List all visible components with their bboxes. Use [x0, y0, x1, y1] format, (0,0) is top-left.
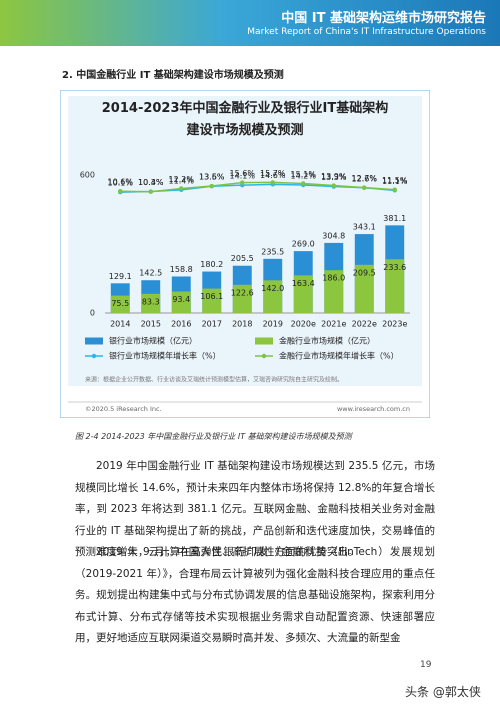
page-number: 19 [420, 660, 432, 670]
legend-label: 银行业市场规模年增长率（%） [109, 351, 221, 361]
bar [110, 295, 130, 313]
bar [293, 275, 313, 313]
chart: 2014-2023年中国金融行业及银行业IT基础架构建设市场规模及预测 0 600 2… [60, 90, 430, 418]
caption: 图 2-4 2014-2023 年中国金融行业及银行业 IT 基础架构建设市场规… [75, 432, 352, 441]
website: www.iresearch.com.cn [337, 405, 410, 413]
data-label: 75.5 [111, 299, 129, 308]
data-label: 142.0 [261, 284, 284, 293]
point [270, 180, 275, 185]
data-label: 381.1 [383, 214, 406, 223]
x-tick-label: 2019 [263, 320, 283, 329]
data-label: 304.8 [322, 231, 345, 240]
data-label: 13.9% [321, 172, 347, 181]
point [331, 183, 336, 188]
y-tick-label: 600 [80, 171, 95, 180]
data-label: 158.8 [170, 265, 193, 274]
x-tick-label: 2022e [352, 320, 377, 329]
legend-label: 金融行业市场规模年增长率（%） [279, 351, 399, 361]
data-label: 12.7% [352, 174, 378, 183]
source-note: 来源：根据企业公开数据、行业访谈及艾瑞统计预测模型估算，艾瑞咨询研究院自主研究及… [85, 376, 343, 384]
bar [141, 293, 161, 313]
line [120, 181, 395, 193]
bar [232, 284, 252, 313]
header-title: 中国 IT 基础架构运维市场研究报告 [281, 11, 486, 26]
data-label: 83.3 [142, 297, 160, 306]
data-label: 14.2% [291, 172, 317, 181]
data-label: 14.6% [260, 171, 286, 180]
bar [171, 291, 191, 313]
data-label: 13.3% [321, 173, 347, 182]
data-label: 233.6 [383, 263, 406, 272]
paragraph: 2019 年中国金融行业 IT 基础架构建设市场规模达到 235.5 亿元，市场… [75, 460, 435, 558]
data-label: 14.1% [230, 172, 256, 181]
x-tick-label: 2016 [171, 320, 191, 329]
data-label: 11.4% [169, 176, 195, 185]
data-label: 12.2% [169, 175, 195, 184]
data-label: 106.1 [200, 292, 223, 301]
point [301, 181, 306, 186]
point [118, 189, 123, 194]
legend-swatch [261, 353, 267, 359]
data-label: 13.6% [199, 173, 225, 182]
data-label: 10.6% [108, 178, 134, 187]
section-title: 2. 中国金融行业 IT 基础架构建设市场规模及预测 [62, 70, 284, 81]
x-tick-label: 2023e [382, 320, 407, 329]
y-tick-label: 0 [90, 309, 95, 318]
data-label: 186.0 [322, 274, 345, 283]
data-label: 180.2 [200, 260, 223, 269]
data-label: 163.4 [292, 279, 315, 288]
data-label: 15.7% [260, 169, 286, 178]
copyright: ©2020.5 iResearch Inc. [85, 405, 162, 413]
data-label: 10.4% [138, 178, 164, 187]
data-label: 10.3% [138, 178, 164, 187]
x-tick-label: 2018 [232, 320, 252, 329]
x-tick-label: 2015 [141, 320, 161, 329]
header-subtitle: Market Report of China's IT Infrastructu… [247, 27, 486, 37]
chart-title: 2014-2023年中国金融行业及银行业IT基础架构建设市场规模及预测 [102, 100, 388, 138]
legend-swatch [85, 337, 103, 345]
data-label: 129.1 [109, 272, 132, 281]
header: 中国 IT 基础架构运维市场研究报告 Market Report of Chin… [0, 0, 500, 46]
legend-swatch [91, 353, 97, 359]
legend-swatch [255, 337, 273, 345]
data-label: 122.6 [231, 288, 254, 297]
point [240, 180, 245, 185]
data-label: 343.1 [353, 223, 376, 232]
data-label: 15.1% [291, 170, 317, 179]
data-label: 11.5% [382, 176, 408, 185]
data-label: 269.0 [292, 240, 315, 249]
x-tick-label: 2014 [110, 320, 130, 329]
legend-label: 银行业市场规模（亿元） [109, 336, 197, 346]
data-label: 142.5 [139, 269, 162, 278]
bar [385, 259, 405, 313]
bar [263, 280, 283, 313]
data-label: 15.6% [230, 169, 256, 178]
x-tick-label: 2017 [202, 320, 222, 329]
watermark: 头条 @郭太侠 [405, 685, 481, 699]
data-label: 209.5 [353, 268, 376, 277]
point [179, 186, 184, 191]
bar [324, 270, 344, 313]
point [209, 183, 214, 189]
point [148, 189, 153, 194]
data-label: 11.1% [382, 177, 408, 186]
bar [202, 288, 222, 313]
data-label: 235.5 [261, 247, 284, 256]
x-tick-label: 2021e [321, 320, 346, 329]
point [392, 187, 397, 192]
data-label: 10.1% [108, 179, 134, 188]
point [362, 185, 367, 190]
x-tick-label: 2020e [291, 320, 316, 329]
bar [354, 264, 374, 313]
legend-label: 金融行业市场规模（亿元） [279, 336, 375, 346]
data-label: 13.5% [199, 173, 225, 182]
data-label: 205.5 [231, 254, 254, 263]
data-label: 93.4 [172, 295, 190, 304]
paragraph: 2019 年 9 月，中国人民银行印发《金融科技（FinTech）发展规划（20… [75, 546, 435, 644]
data-label: 12.6% [352, 174, 378, 183]
